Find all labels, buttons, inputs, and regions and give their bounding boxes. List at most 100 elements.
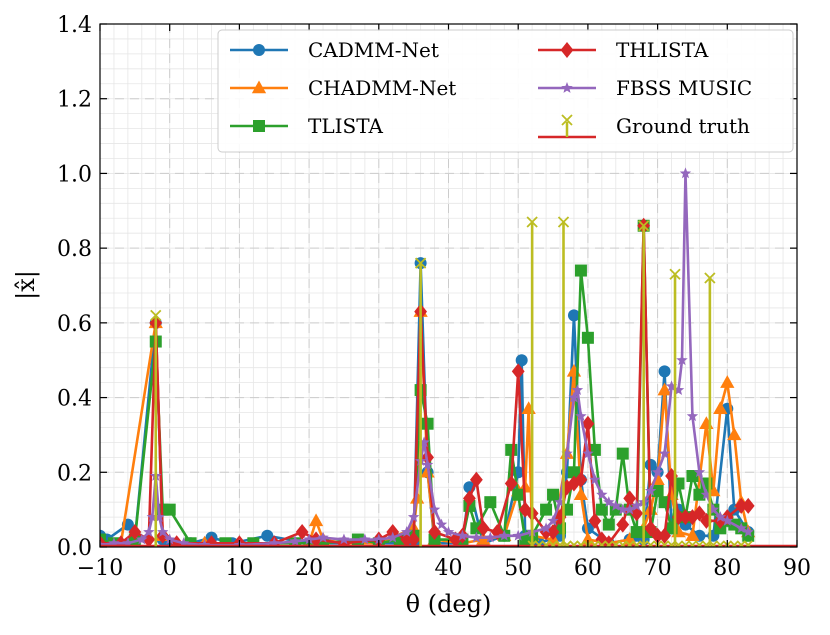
data-point [146, 511, 158, 522]
x-tick-label: 70 [644, 556, 672, 581]
data-point [714, 511, 727, 522]
x-tick-label: −10 [77, 556, 123, 581]
ground-truth-baseline-mark [555, 540, 565, 547]
legend: CADMM-Net CHADMM-Net TLISTA THLISTA FBSS MUS… [217, 29, 794, 153]
data-point [568, 391, 580, 403]
ground-truth-point [414, 257, 427, 269]
ground-truth-baseline-mark [597, 540, 607, 547]
data-point [735, 522, 747, 534]
data-point [261, 529, 274, 542]
data-point [589, 473, 601, 485]
ground-truth-baseline-mark [541, 540, 551, 547]
x-tick-label: 60 [574, 556, 602, 581]
ground-truth-baseline-mark [576, 540, 586, 547]
data-point [567, 309, 580, 322]
data-point [421, 458, 434, 470]
data-point [338, 533, 350, 545]
ground-truth-baseline-mark [569, 540, 579, 547]
legend-item: CADMM-Net [230, 38, 439, 62]
legend-label: FBSS MUSIC [616, 76, 752, 100]
ground-truth-baseline-mark [639, 540, 649, 547]
ground-truth-baseline-mark [645, 540, 656, 547]
series-ground-truth [100, 216, 797, 547]
data-point [373, 533, 385, 545]
ground-truth-baseline-mark [548, 540, 558, 547]
ground-truth-baseline-mark [666, 540, 677, 547]
legend-marker [561, 82, 573, 93]
data-point [308, 513, 324, 527]
y-tick-label: 0.0 [57, 536, 92, 561]
ground-truth-baseline-mark [687, 540, 698, 547]
x-axis-label: θ (deg) [406, 590, 492, 618]
data-point [603, 496, 615, 508]
data-point [418, 436, 430, 448]
data-point [421, 417, 434, 430]
data-point [686, 410, 699, 422]
x-tick-label: 30 [365, 556, 393, 581]
data-point [617, 503, 629, 515]
data-point [720, 375, 735, 388]
ground-truth-baseline-mark [680, 540, 691, 547]
data-point [651, 466, 664, 478]
ground-truth-point [669, 268, 681, 280]
data-point [177, 537, 190, 547]
data-point [693, 466, 706, 478]
data-point [672, 384, 685, 395]
data-point [289, 535, 301, 547]
ground-truth-baseline-mark [673, 540, 684, 547]
data-point [561, 447, 573, 459]
data-point [504, 475, 518, 492]
ground-truth-baseline-mark [743, 540, 753, 547]
data-point [449, 531, 462, 547]
x-tick-label: 0 [163, 556, 177, 581]
ground-truth-baseline-mark [736, 540, 746, 547]
data-point [428, 503, 441, 515]
data-point [630, 499, 643, 511]
ground-truth-baseline-mark [632, 540, 642, 547]
data-point [616, 516, 630, 533]
legend-marker [253, 44, 265, 56]
legend-marker [560, 42, 574, 58]
data-point [122, 537, 134, 547]
data-point [442, 526, 455, 537]
legend-item: Ground truth [538, 114, 750, 139]
y-tick-label: 0.4 [57, 387, 92, 412]
x-tick-label: 50 [504, 556, 532, 581]
x-tick-label: 20 [295, 556, 323, 581]
legend-label: CHADMM-Net [308, 76, 456, 100]
data-point [400, 526, 413, 537]
data-point [554, 496, 566, 508]
data-point [616, 447, 629, 460]
data-point [657, 382, 672, 396]
data-point [511, 363, 525, 380]
data-point [512, 529, 524, 541]
data-point [484, 531, 497, 543]
data-point [359, 533, 371, 545]
data-point [727, 427, 742, 441]
x-tick-label: 90 [783, 556, 811, 581]
data-point [651, 484, 664, 497]
data-point [515, 354, 528, 367]
ground-truth-point [704, 272, 716, 284]
legend-marker [253, 120, 265, 132]
data-point [644, 520, 658, 537]
ground-truth-baseline-mark [534, 540, 544, 547]
data-point [623, 490, 637, 507]
ground-truth-baseline-mark [604, 540, 614, 547]
data-point [153, 511, 165, 522]
data-point [582, 447, 594, 459]
data-point [588, 512, 602, 529]
data-point [470, 531, 483, 543]
data-point [108, 537, 120, 547]
data-point [707, 503, 720, 515]
data-point [268, 537, 280, 547]
y-tick-label: 1.2 [57, 88, 92, 113]
data-point [463, 490, 476, 507]
data-point [142, 531, 156, 547]
data-point [136, 533, 148, 545]
ground-truth-baseline-mark [618, 540, 628, 547]
ground-truth-point [557, 216, 570, 228]
data-point [571, 384, 584, 395]
data-point [295, 524, 309, 541]
data-point [566, 363, 582, 377]
